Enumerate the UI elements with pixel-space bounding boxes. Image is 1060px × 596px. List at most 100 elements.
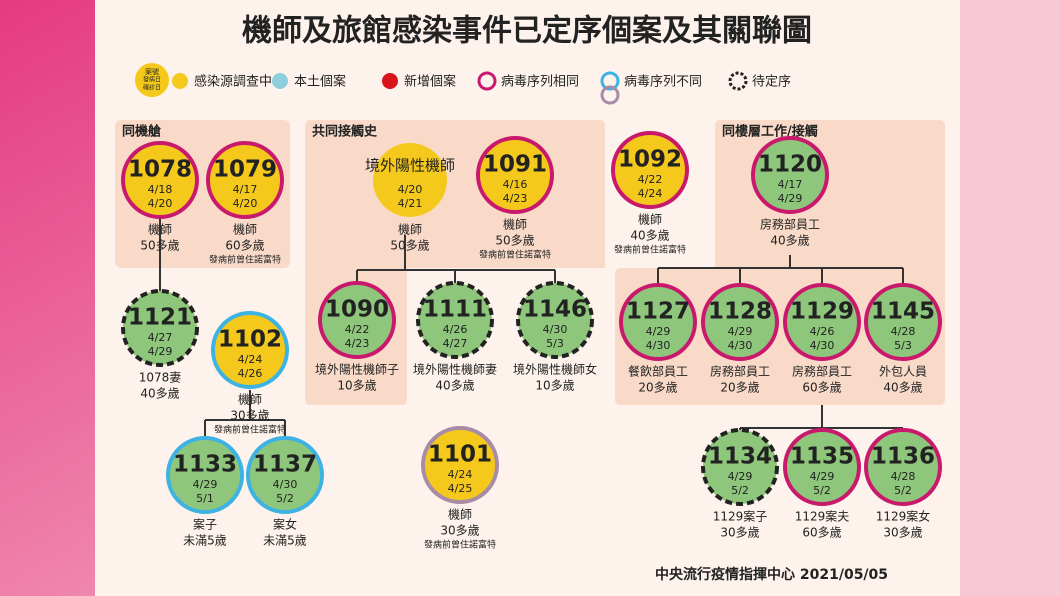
case-desc: 機師: [638, 212, 662, 227]
case-desc: 30多歲: [720, 526, 759, 540]
legend-key: [135, 63, 169, 97]
confirm-date: 4/29: [778, 192, 803, 205]
case-node: [246, 436, 324, 514]
case-desc: 機師: [238, 392, 262, 407]
case-id: 1146: [523, 297, 587, 323]
confirm-date: 4/23: [345, 337, 370, 350]
case-desc: 發病前曾住諾富特: [209, 254, 281, 266]
case-desc: 50多歲: [140, 239, 179, 253]
case-id: 1127: [626, 299, 690, 325]
case-desc: 機師: [448, 507, 472, 522]
case-node: [211, 311, 289, 389]
case-node: [611, 131, 689, 209]
case-desc: 境外陽性機師妻: [413, 362, 497, 377]
confirm-date: 5/3: [894, 339, 912, 352]
case-id: 1133: [173, 452, 237, 478]
confirm-date: 5/2: [731, 484, 749, 497]
case-id: 1120: [758, 152, 822, 178]
onset-date: 4/29: [193, 478, 218, 491]
case-desc: 40多歲: [435, 379, 474, 393]
case-id: 1091: [483, 152, 547, 178]
background-right: [960, 0, 1060, 596]
case-id: 境外陽性機師: [365, 157, 455, 175]
case-desc: 機師: [233, 222, 257, 237]
legend-key-text: 案號: [145, 67, 159, 76]
legend-swatch: [728, 71, 748, 91]
onset-date: 4/29: [728, 470, 753, 483]
case-desc: 1129案女: [876, 509, 931, 524]
case-desc: 1129案夫: [795, 509, 850, 524]
case-desc: 1129案子: [713, 509, 768, 524]
case-desc: 房務部員工: [792, 364, 852, 379]
case-desc: 30多歲: [883, 526, 922, 540]
case-desc: 發病前曾住諾富特: [214, 424, 286, 436]
confirm-date: 4/30: [728, 339, 753, 352]
legend-key-text: 發病日: [143, 76, 161, 84]
onset-date: 4/18: [148, 183, 173, 196]
case-node: [783, 283, 861, 361]
confirm-date: 4/27: [443, 337, 468, 350]
case-id: 1102: [218, 327, 282, 353]
case-id: 1145: [871, 299, 935, 325]
onset-date: 4/28: [891, 325, 916, 338]
case-desc: 40多歲: [140, 387, 179, 401]
case-id: 1137: [253, 452, 317, 478]
group-label: 同機艙: [122, 124, 161, 140]
case-desc: 1078妻: [139, 371, 182, 385]
case-desc: 發病前曾住諾富特: [614, 244, 686, 256]
case-desc: 發病前曾住諾富特: [479, 249, 551, 261]
legend-label: 病毒序列相同: [501, 75, 579, 90]
onset-date: 4/26: [810, 325, 835, 338]
confirm-date: 5/1: [196, 492, 214, 505]
case-desc: 30多歲: [440, 524, 479, 538]
confirm-date: 5/2: [813, 484, 831, 497]
onset-date: 4/16: [503, 178, 528, 191]
case-desc: 境外陽性機師子: [315, 362, 399, 377]
legend-swatch: [382, 73, 398, 89]
case-desc: 案子: [193, 517, 217, 532]
case-desc: 30多歲: [230, 409, 269, 423]
onset-date: 4/26: [443, 323, 468, 336]
case-id: 1111: [423, 297, 487, 323]
legend-swatch: [600, 85, 620, 105]
case-node: [416, 281, 494, 359]
case-node: [701, 283, 779, 361]
confirm-date: 4/20: [233, 197, 258, 210]
case-node: [751, 136, 829, 214]
case-node: [701, 428, 779, 506]
confirm-date: 4/29: [148, 345, 173, 358]
confirm-date: 4/30: [646, 339, 671, 352]
onset-date: 4/22: [345, 323, 370, 336]
onset-date: 4/20: [398, 183, 423, 196]
case-id: 1079: [213, 157, 277, 183]
legend-swatch: [272, 73, 288, 89]
case-desc: 10多歲: [535, 379, 574, 393]
case-desc: 外包人員: [879, 365, 927, 379]
case-id: 1135: [790, 444, 854, 470]
onset-date: 4/28: [891, 470, 916, 483]
onset-date: 4/29: [810, 470, 835, 483]
confirm-date: 4/26: [238, 367, 263, 380]
confirm-date: 4/30: [810, 339, 835, 352]
case-desc: 60多歲: [225, 239, 264, 253]
case-desc: 40多歲: [630, 229, 669, 243]
legend-label: 本土個案: [294, 75, 346, 90]
case-desc: 房務部員工: [710, 364, 770, 379]
case-node: [783, 428, 861, 506]
legend-label: 待定序: [752, 75, 791, 90]
legend-label: 新增個案: [404, 74, 456, 90]
case-id: 1090: [325, 297, 389, 323]
case-desc: 未滿5歲: [183, 534, 227, 548]
legend-swatch: [172, 73, 188, 89]
case-desc: 40多歲: [883, 381, 922, 395]
case-desc: 境外陽性機師女: [513, 362, 597, 377]
case-id: 1136: [871, 444, 935, 470]
case-node: [476, 136, 554, 214]
confirm-date: 4/21: [398, 197, 423, 210]
title: 機師及旅館感染事件已定序個案及其關聯圖: [242, 14, 812, 49]
legend-label: 感染源調查中: [194, 74, 272, 90]
case-desc: 40多歲: [770, 234, 809, 248]
group-label: 同樓層工作/接觸: [722, 124, 818, 140]
onset-date: 4/24: [448, 468, 473, 481]
